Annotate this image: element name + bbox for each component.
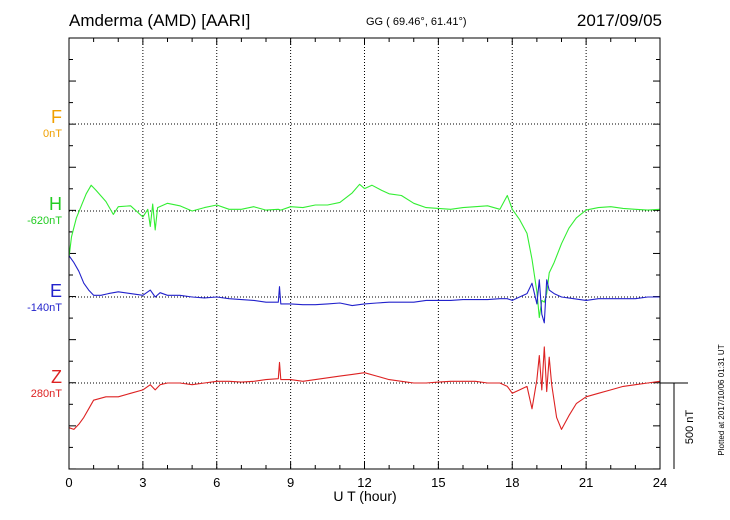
channel-name-e: E xyxy=(49,281,62,301)
x-tick-label: 24 xyxy=(653,475,667,490)
channel-name-z: Z xyxy=(51,367,62,387)
channel-baseline-e: -140nT xyxy=(27,302,62,314)
x-tick-label: 18 xyxy=(505,475,519,490)
channel-name-f: F xyxy=(51,107,62,127)
x-tick-label: 6 xyxy=(213,475,220,490)
channel-label-z: Z 280nT xyxy=(31,367,62,400)
x-axis-label: U T (hour) xyxy=(333,488,396,504)
x-tick-label: 0 xyxy=(65,475,72,490)
channel-name-h: H xyxy=(49,194,62,214)
series-line-e xyxy=(68,255,660,324)
series-line-z xyxy=(68,346,661,430)
x-tick-label: 12 xyxy=(357,475,371,490)
channel-label-e: E -140nT xyxy=(27,281,62,314)
x-tick-label: 3 xyxy=(139,475,146,490)
x-tick-label: 21 xyxy=(579,475,593,490)
traces xyxy=(68,183,661,430)
x-tick-labels: 0 3 6 9 12 15 18 21 24 xyxy=(65,475,667,490)
station-title: Amderma (AMD) [AARI] xyxy=(69,11,251,30)
plot-frame xyxy=(68,37,661,470)
plotted-timestamp: Plotted at 2017/10/06 01:31 UT xyxy=(717,344,726,455)
channel-baseline-f: 0nT xyxy=(43,128,62,140)
channel-label-h: H -620nT xyxy=(27,194,62,227)
channel-label-f: F 0nT xyxy=(43,107,62,140)
grid-lines xyxy=(69,38,660,469)
observation-date: 2017/09/05 xyxy=(576,11,662,30)
station-coordinates: GG ( 69.46°, 61.41°) xyxy=(366,16,467,28)
channel-baseline-h: -620nT xyxy=(27,215,62,227)
scale-bar-label: 500 nT xyxy=(684,410,696,445)
x-tick-label: 9 xyxy=(287,475,294,490)
series-line-h xyxy=(68,183,661,319)
channel-baseline-z: 280nT xyxy=(30,388,62,400)
scale-bar: 500 nT xyxy=(660,382,696,469)
x-tick-label: 15 xyxy=(431,475,445,490)
